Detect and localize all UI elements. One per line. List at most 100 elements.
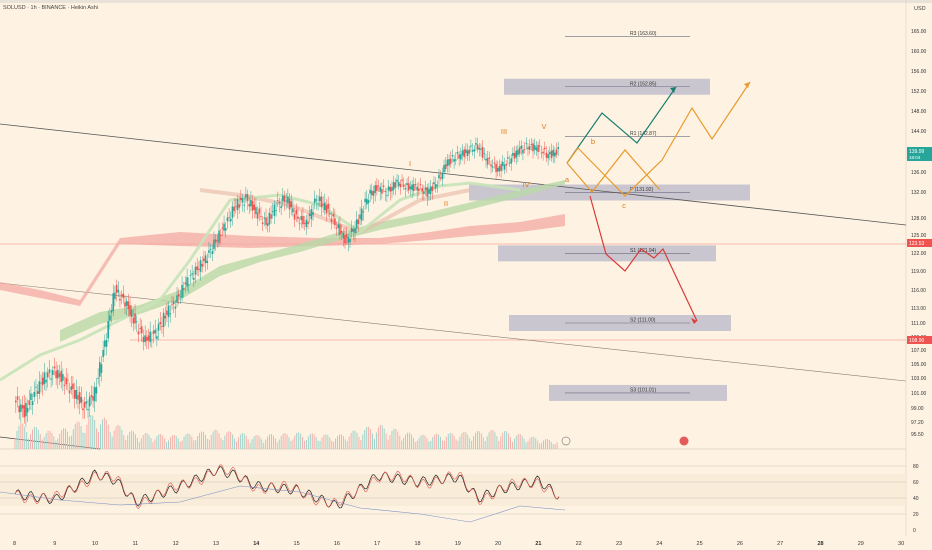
volume-bar — [342, 436, 344, 449]
time-tick: 15 — [294, 541, 300, 547]
currency-label: USD — [914, 6, 926, 12]
candle-body — [15, 400, 17, 403]
volume-bar — [113, 430, 115, 449]
time-tick: 27 — [777, 541, 783, 547]
candle-body — [549, 152, 551, 155]
volume-bar — [37, 429, 39, 449]
volume-bar — [103, 417, 105, 449]
candle-body — [228, 217, 230, 219]
ma-light-green — [0, 181, 521, 382]
volume-bar — [259, 436, 261, 449]
price-tick: 97.20 — [911, 420, 924, 426]
volume-bar — [232, 434, 234, 449]
volume-bar — [364, 429, 366, 449]
candle-body — [97, 377, 99, 379]
volume-bar — [31, 429, 33, 449]
volume-bar — [548, 439, 550, 449]
volume-bar — [66, 431, 68, 449]
volume-bar — [389, 435, 391, 449]
volume-bar — [111, 436, 113, 449]
candle-body — [357, 219, 360, 224]
candle-body — [194, 266, 197, 275]
candle-body — [307, 221, 309, 225]
volume-bar — [525, 442, 527, 449]
candle-body — [236, 199, 239, 211]
volume-bar — [337, 436, 339, 449]
volume-bar — [354, 430, 356, 449]
candle-body — [434, 184, 437, 189]
volume-bar — [76, 421, 78, 449]
candle-body — [265, 217, 267, 225]
candle-body — [488, 157, 491, 159]
candle-body — [503, 164, 506, 170]
price-tick: 107.00 — [911, 348, 927, 354]
volume-bar — [474, 432, 476, 449]
candle-body — [371, 190, 373, 196]
candle-body — [376, 185, 378, 191]
volume-bar — [467, 434, 469, 449]
candle-body — [406, 183, 408, 186]
candle-body — [41, 377, 44, 386]
volume-bar — [304, 440, 306, 449]
volume-bar — [14, 437, 16, 449]
volume-bar — [117, 424, 119, 449]
volume-bar — [131, 430, 133, 449]
volume-bar — [375, 432, 377, 449]
candle-body — [187, 284, 190, 286]
candle-body — [461, 150, 464, 156]
candle-body — [555, 149, 558, 155]
candle-body — [344, 235, 346, 244]
wave-label: III — [501, 127, 507, 136]
candle-body — [330, 218, 333, 223]
candle-body — [401, 179, 403, 181]
volume-bar — [206, 438, 208, 449]
candle-body — [276, 199, 279, 201]
volume-bar — [230, 431, 232, 449]
volume-bar — [195, 440, 197, 449]
candle-body — [154, 329, 157, 334]
volume-bar — [430, 440, 432, 449]
candle-body — [303, 222, 306, 224]
candle-body — [266, 223, 269, 226]
volume-bar — [346, 441, 348, 449]
volume-bar — [253, 436, 255, 449]
volume-bar — [546, 438, 548, 449]
volume-bar — [129, 431, 131, 449]
candle-body — [297, 216, 299, 219]
candle-body — [518, 147, 521, 154]
volume-bar — [445, 436, 447, 449]
volume-bar — [432, 437, 434, 449]
volume-bar — [315, 437, 317, 449]
event-icon[interactable] — [561, 436, 571, 446]
volume-bar — [288, 437, 290, 449]
candle-body — [278, 201, 281, 204]
candle-body — [169, 313, 172, 315]
volume-bar — [368, 426, 370, 449]
candle-body — [386, 195, 388, 196]
candle-body — [483, 153, 486, 154]
candle-body — [231, 206, 234, 218]
volume-bar — [311, 433, 313, 449]
trendline-upper — [0, 123, 907, 226]
volume-bar — [214, 429, 216, 449]
candle-body — [68, 390, 71, 394]
volume-bar — [412, 437, 414, 449]
flag-icon[interactable] — [679, 436, 689, 446]
candle-body — [70, 386, 73, 390]
level-label: S3 (101.01) — [630, 387, 656, 393]
candle-body — [426, 187, 429, 197]
candle-body — [312, 212, 314, 215]
volume-bar — [136, 437, 138, 449]
candle-body — [125, 300, 128, 306]
volume-bar — [449, 432, 451, 449]
candle-body — [438, 174, 440, 179]
candle-body — [532, 143, 534, 152]
volume-bar — [296, 432, 298, 449]
volume-bar — [300, 433, 302, 449]
candle-body — [433, 182, 435, 185]
wave-label: b — [591, 137, 595, 146]
rsi-band — [0, 474, 906, 506]
volume-bar — [317, 440, 319, 449]
candle-body — [204, 255, 207, 264]
